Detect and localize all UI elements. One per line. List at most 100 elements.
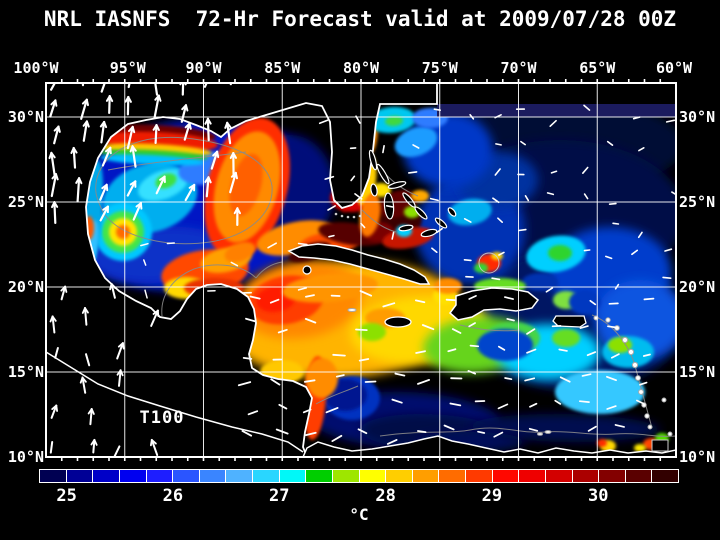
vector-arrow: [449, 402, 462, 407]
vector-arrow: [84, 307, 88, 326]
vector-arrow: [81, 83, 85, 87]
lat-tick-label: 25°N: [679, 193, 716, 211]
colorbar-segment: [439, 470, 465, 482]
field-blob: [434, 278, 462, 294]
field-blob: [394, 126, 438, 158]
field-blob: [474, 263, 488, 273]
vector-arrow: [504, 377, 513, 381]
lon-tick-label: 60°W: [655, 59, 693, 77]
colorbar-segment: [253, 470, 279, 482]
field-blob: [634, 444, 646, 452]
vector-arrow: [267, 242, 278, 249]
vector-arrow: [447, 348, 457, 353]
vector-arrow: [416, 430, 427, 434]
vector-arrow: [526, 348, 537, 354]
vector-arrow: [631, 249, 639, 256]
vector-arrow: [359, 290, 373, 297]
colorbar-segment: [119, 470, 146, 482]
field-blob: [100, 154, 204, 166]
vector-arrow: [110, 282, 116, 299]
vector-arrow: [468, 295, 477, 300]
vector-arrow: [302, 408, 312, 414]
vector-arrow: [526, 328, 536, 335]
vector-arrow: [350, 175, 356, 182]
vector-arrow: [118, 369, 122, 387]
field-blob: [385, 115, 403, 127]
colorbar-segment: [625, 470, 652, 482]
lat-tick-label: 20°N: [679, 278, 716, 296]
colorbar-segment: [519, 470, 545, 482]
vector-arrow: [382, 145, 385, 154]
vector-arrow: [155, 175, 166, 195]
colorbar-segment: [306, 470, 332, 482]
vector-arrow: [270, 378, 281, 386]
vector-arrow: [126, 180, 137, 197]
colorbar-segment: [40, 470, 66, 482]
vector-arrow: [528, 427, 539, 432]
field-blob: [569, 290, 601, 314]
grid-lines: [46, 83, 676, 457]
field-blob: [229, 153, 263, 217]
vector-arrow: [54, 347, 59, 359]
vector-arrow: [549, 119, 557, 127]
lat-tick-label: 30°N: [7, 108, 44, 126]
vector-arrow: [269, 298, 280, 304]
vector-arrow: [318, 119, 329, 125]
vector-arrow: [451, 328, 462, 334]
vector-arrow: [49, 441, 54, 454]
vector-arrow: [60, 285, 67, 301]
colorbar-segment: [652, 470, 678, 482]
island-cuba: [287, 243, 431, 285]
field-blob: [477, 329, 533, 361]
vector-arrow: [92, 438, 96, 454]
vector-arrow: [166, 242, 175, 245]
vector-arrow: [297, 287, 308, 291]
vector-arrow: [85, 353, 91, 367]
figure-title: NRL IASNFS 72-Hr Forecast valid at 2009/…: [43, 7, 677, 31]
vector-arrow: [76, 177, 81, 203]
vector-arrow: [386, 438, 398, 445]
island-puerto-rico: [552, 315, 587, 328]
vector-arrow: [364, 380, 377, 383]
vector-arrow: [203, 83, 208, 88]
vector-arrow: [210, 150, 219, 170]
lat-tick-label: 10°N: [679, 448, 716, 466]
vector-arrow: [82, 120, 89, 142]
vector-arrow: [150, 309, 159, 327]
vector-arrow: [417, 378, 431, 385]
vector-arrow: [80, 98, 88, 120]
vector-arrow: [53, 125, 60, 145]
vector-arrow: [491, 277, 501, 281]
field-blob: [382, 227, 434, 249]
field-blob: [552, 329, 580, 347]
vector-arrow: [497, 403, 509, 410]
vector-arrow: [554, 399, 562, 405]
colorbar-tick-label: 27: [269, 486, 290, 506]
vector-arrow: [150, 438, 159, 457]
colorbar-tick-label: 26: [162, 486, 184, 506]
colorbar-segment: [386, 470, 412, 482]
field-blob: [116, 225, 130, 239]
vector-arrow: [242, 356, 253, 360]
vector-arrow: [524, 195, 530, 202]
colorbar-segment: [412, 470, 439, 482]
lon-tick-label: 85°W: [264, 59, 301, 77]
vector-arrow: [550, 170, 558, 174]
vector-arrow: [50, 173, 58, 198]
vector-arrow: [433, 108, 442, 111]
vector-arrow: [589, 299, 597, 306]
lon-tick-label: 70°W: [500, 59, 537, 77]
vector-arrow: [183, 122, 191, 141]
vector-arrow: [607, 325, 619, 329]
vector-arrow: [385, 205, 394, 208]
vector-arrow: [116, 342, 124, 360]
field-blob: [411, 190, 429, 202]
colorbar-segment: [599, 470, 625, 482]
vector-arrow: [493, 431, 504, 438]
colorbar-segment: [146, 470, 173, 482]
vector-arrow: [445, 298, 456, 302]
vector-arrow: [53, 201, 57, 224]
vector-arrow: [278, 403, 288, 410]
vector-arrow: [335, 374, 345, 378]
colorbar-segment: [359, 470, 386, 482]
